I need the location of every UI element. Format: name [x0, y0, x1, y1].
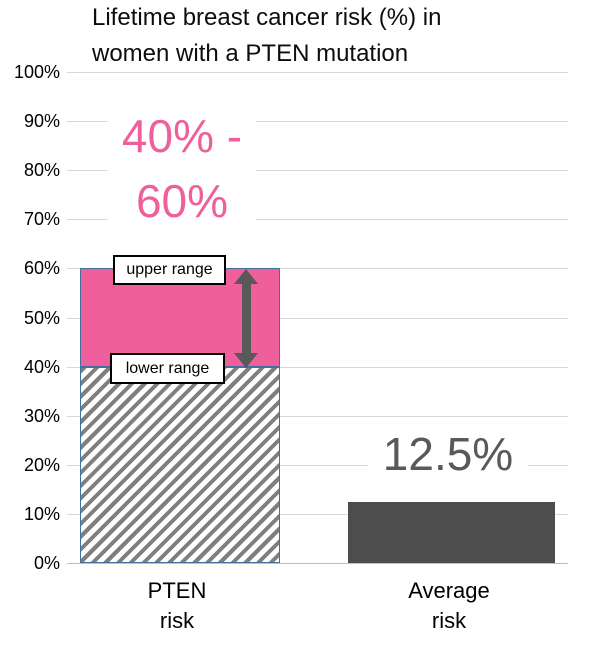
gridline: [67, 219, 568, 221]
y-axis-tick-label: 10%: [23, 503, 60, 524]
pten-range-annotation-line1: 40% -: [121, 110, 243, 162]
gridline: [67, 366, 568, 368]
average-risk-bar-average-risk: [348, 501, 555, 563]
gridline: [67, 464, 568, 466]
upper-range-callout: upper range: [113, 255, 226, 285]
y-axis-tick-label: 80%: [23, 160, 60, 181]
y-axis-tick-label: 50%: [23, 307, 60, 328]
gridline: [67, 170, 568, 172]
gridline: [67, 121, 568, 123]
y-axis-tick-label: 100%: [13, 62, 60, 82]
x-axis-label-pten-risk: PTEN risk: [127, 576, 227, 636]
y-axis-tick-label: 70%: [23, 209, 60, 230]
range-double-arrow: [234, 269, 259, 368]
y-axis-tick-label: 40%: [23, 356, 60, 377]
chart-title-line1: Lifetime breast cancer risk (%) in: [92, 4, 442, 31]
y-axis-tick-label: 90%: [23, 111, 60, 132]
gridline: [67, 513, 568, 515]
x-axis-label-average-line2: risk: [431, 608, 467, 633]
pten-risk-bar-lower-range: [80, 366, 280, 563]
arrow-down-head-icon: [234, 353, 258, 368]
average-value-annotation: 12.5%: [368, 430, 528, 478]
x-axis-label-average-line1: Average: [408, 578, 490, 603]
y-axis-tick-label: 30%: [23, 405, 60, 426]
y-axis-tick-label: 60%: [23, 258, 60, 279]
chart-title-line2: women with a PTEN mutation: [92, 40, 409, 67]
x-axis-label-average-risk: Average risk: [389, 576, 509, 636]
x-axis-line: [67, 563, 568, 564]
arrow-up-head-icon: [234, 269, 258, 284]
gridline: [67, 72, 568, 73]
lower-range-callout: lower range: [110, 353, 225, 384]
gridline: [67, 415, 568, 417]
y-axis-tick-label: 0%: [33, 553, 60, 573]
gridline: [67, 317, 568, 319]
x-axis-label-pten-line2: risk: [159, 608, 195, 633]
pten-range-annotation: 40% - 60%: [108, 104, 256, 234]
y-axis-tick-label: 20%: [23, 454, 60, 475]
arrow-shaft: [242, 282, 251, 355]
pten-range-annotation-line2: 60%: [135, 175, 229, 227]
gridline: [67, 268, 568, 270]
chart-title: Lifetime breast cancer risk (%) in women…: [92, 0, 572, 72]
x-axis-label-pten-line1: PTEN: [147, 578, 207, 603]
